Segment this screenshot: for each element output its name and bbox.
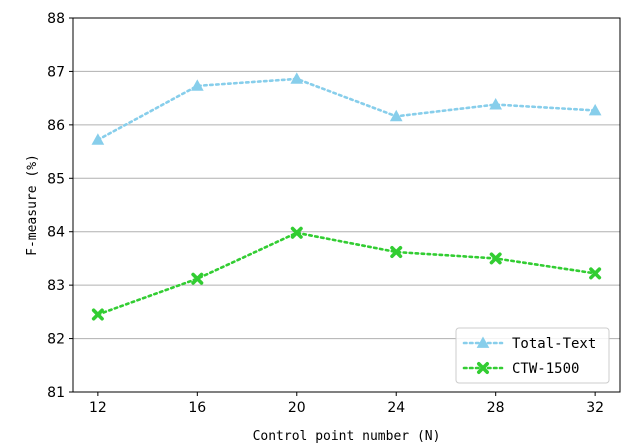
y-tick-label: 83 — [47, 278, 65, 294]
series-total-text — [91, 72, 602, 145]
series-line — [96, 77, 597, 142]
data-point — [489, 98, 503, 110]
series-ctw-1500 — [91, 226, 602, 321]
series-layer — [91, 72, 602, 321]
x-axis-label: Control point number (N) — [253, 429, 441, 444]
y-tick-label: 84 — [47, 225, 65, 241]
legend-marker — [476, 361, 490, 375]
x-axis: 12 16 20 24 28 32 — [89, 392, 604, 416]
data-point — [389, 109, 403, 122]
x-tick-label: 12 — [89, 400, 107, 416]
series-line — [96, 231, 597, 316]
data-point — [91, 308, 104, 321]
data-point — [190, 79, 204, 91]
y-axis-label: F-measure (%) — [25, 154, 40, 256]
data-point — [191, 272, 204, 285]
data-point — [589, 267, 602, 280]
x-tick-label: 28 — [487, 400, 505, 416]
data-point — [290, 72, 304, 84]
x-tick-label: 16 — [188, 400, 206, 416]
x-tick-label: 24 — [387, 400, 405, 416]
data-point — [489, 252, 502, 265]
legend-label: CTW-1500 — [512, 361, 579, 377]
y-tick-label: 88 — [47, 11, 65, 27]
x-tick-label: 32 — [586, 400, 604, 416]
y-axis: 81 82 83 84 85 86 87 88 — [47, 11, 73, 401]
plot-frame — [72, 17, 621, 393]
legend: Total-Text CTW-1500 — [455, 327, 610, 384]
y-tick-label: 81 — [47, 385, 65, 401]
legend-marker — [476, 336, 490, 348]
data-point — [390, 246, 403, 259]
legend-entry: Total-Text — [462, 336, 596, 352]
data-point — [91, 133, 105, 145]
data-point — [588, 103, 602, 116]
legend-label: Total-Text — [512, 336, 596, 352]
y-tick-label: 86 — [47, 118, 65, 134]
legend-entry: CTW-1500 — [462, 361, 579, 377]
x-tick-label: 20 — [288, 400, 306, 416]
grid — [73, 17, 620, 393]
y-tick-label: 85 — [47, 171, 65, 187]
y-tick-label: 82 — [47, 332, 65, 348]
y-tick-label: 87 — [47, 64, 65, 80]
data-point — [290, 226, 303, 239]
